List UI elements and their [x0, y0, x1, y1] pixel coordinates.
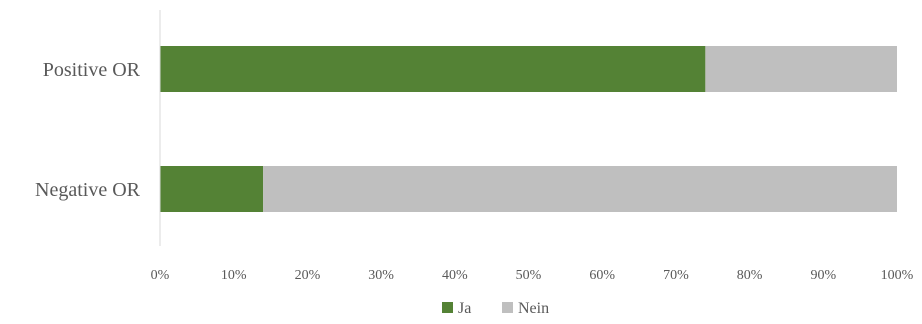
x-tick-label: 80%: [737, 268, 763, 283]
category-label-positive-or: Positive OR: [43, 59, 141, 81]
legend: Ja Nein: [442, 300, 549, 317]
legend-label-ja: Ja: [458, 300, 471, 317]
legend-label-nein: Nein: [518, 300, 549, 317]
x-tick-label: 90%: [810, 268, 836, 283]
bar-negative-or-ja: [160, 166, 264, 212]
x-tick-labels: 0% 10% 20% 30% 40% 50% 60% 70% 80% 90% 100%: [151, 268, 914, 283]
legend-swatch-ja: [442, 302, 453, 313]
x-tick-label: 10%: [221, 268, 247, 283]
category-labels: Positive OR Negative OR: [35, 59, 141, 201]
x-tick-label: 70%: [663, 268, 689, 283]
bar-positive-or-nein: [705, 46, 897, 92]
legend-swatch-nein: [502, 302, 513, 313]
bar-negative-or-nein: [263, 166, 897, 212]
x-tick-label: 100%: [881, 268, 914, 283]
x-tick-label: 60%: [589, 268, 615, 283]
bars-group: [160, 46, 897, 212]
x-tick-label: 20%: [295, 268, 321, 283]
x-tick-label: 40%: [442, 268, 468, 283]
bar-positive-or-ja: [160, 46, 706, 92]
category-label-negative-or: Negative OR: [35, 179, 141, 201]
x-tick-label: 0%: [151, 268, 170, 283]
x-tick-label: 50%: [516, 268, 542, 283]
x-tick-label: 30%: [368, 268, 394, 283]
